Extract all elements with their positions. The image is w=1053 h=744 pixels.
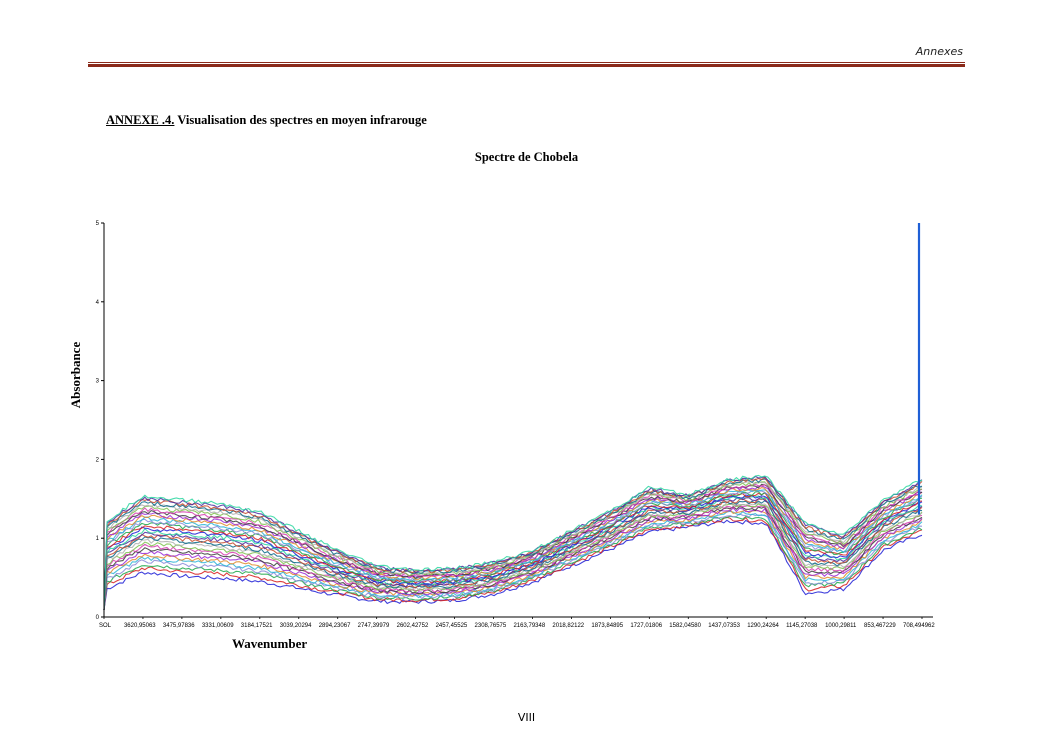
y-tick-label: 1 — [96, 536, 100, 542]
header-rule-thick — [88, 64, 965, 67]
x-tick-label: 3039,20294 — [280, 623, 312, 629]
running-header: Annexes — [915, 45, 963, 58]
x-tick-label: 1145,27038 — [786, 623, 818, 629]
x-tick-label: 3475,97836 — [163, 623, 195, 629]
x-tick-label: 708,494962 — [903, 623, 935, 629]
x-tick-label: 2747,39979 — [358, 623, 390, 629]
x-tick-label: 1582,04580 — [669, 623, 701, 629]
spectrum-line — [103, 497, 923, 610]
y-axis-label: Absorbance — [68, 341, 83, 409]
spectrum-line — [103, 510, 923, 610]
header-rule-thin — [88, 62, 965, 63]
x-tick-label: 2163,79348 — [513, 623, 545, 629]
y-tick-label: 3 — [96, 379, 100, 385]
x-tick-label: 1727,01806 — [630, 623, 662, 629]
x-tick-label: 1290,24264 — [747, 623, 779, 629]
y-tick-label: 2 — [96, 457, 100, 463]
page-number: VIII — [517, 711, 536, 724]
spectrum-line — [103, 481, 923, 610]
spectrum-line — [103, 475, 923, 610]
annex-heading: ANNEXE .4. Visualisation des spectres en… — [106, 113, 427, 128]
spectra-lines — [103, 223, 923, 610]
chart-title: Spectre de Chobela — [474, 150, 579, 164]
x-tick-label: 2308,76575 — [475, 623, 507, 629]
y-tick-label: 5 — [96, 221, 100, 227]
spectrum-line — [103, 481, 923, 610]
spectrum-line — [103, 491, 923, 610]
y-tick-label: 4 — [96, 300, 100, 306]
spectrum-line — [103, 515, 923, 610]
x-axis-label: Wavenumber — [232, 636, 308, 651]
spectrum-line — [103, 474, 923, 610]
x-tick-label: 2894,23067 — [319, 623, 351, 629]
x-tick-label: 3620,95063 — [124, 623, 156, 629]
spectrum-line — [103, 506, 923, 610]
x-tick-label: 1000,29811 — [825, 623, 857, 629]
x-tick-label: 2018,82122 — [552, 623, 584, 629]
x-tick-label: 853,467229 — [864, 623, 896, 629]
x-tick-label: 3331,00609 — [202, 623, 234, 629]
chart-axes: 0 1 2 3 4 5 SOL 3620,95063 3475,97836 3331,00609 3… — [96, 221, 936, 629]
spectrum-line — [103, 489, 923, 610]
annex-title: Visualisation des spectres en moyen infr… — [177, 113, 427, 127]
x-tick-label: 1437,07353 — [708, 623, 740, 629]
spectrum-line — [103, 509, 923, 610]
spectrum-line — [103, 483, 923, 610]
y-tick-label: 0 — [96, 615, 100, 621]
spectrum-line — [103, 519, 923, 610]
annex-label: ANNEXE .4. — [106, 113, 175, 127]
x-tick-label: 1873,84895 — [591, 623, 623, 629]
spectrum-line — [103, 496, 923, 610]
x-tick-label: SOL — [99, 623, 112, 629]
x-tick-label: 2457,45525 — [436, 623, 468, 629]
x-tick-label: 3184,17521 — [241, 623, 273, 629]
x-tick-label: 2602,42752 — [397, 623, 429, 629]
spectrum-line — [103, 491, 923, 610]
